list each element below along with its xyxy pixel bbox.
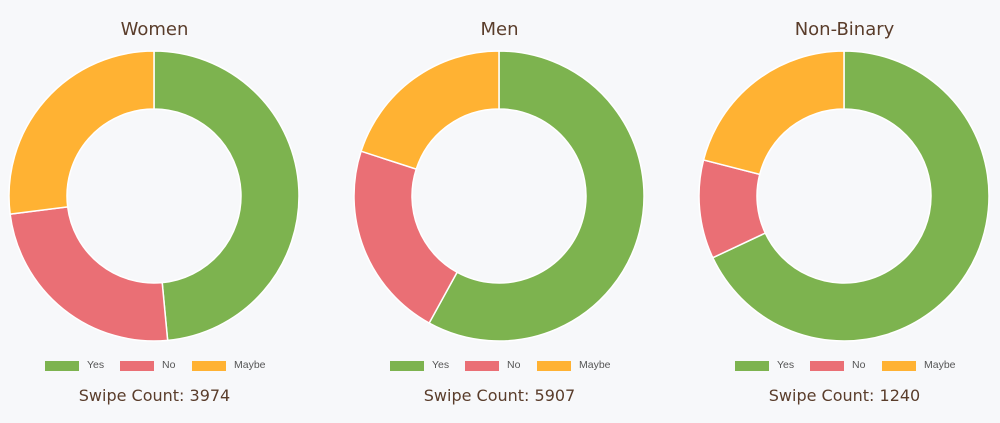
swipe-count: Swipe Count: 5907 <box>423 386 576 405</box>
legend-label: Yes <box>777 359 795 371</box>
legend-swatch-no <box>120 361 154 371</box>
legend-label: Maybe <box>579 359 611 371</box>
legend-swatch-yes <box>390 361 424 371</box>
donut-slice-no[interactable] <box>353 150 459 325</box>
donut-chart <box>8 50 300 342</box>
legend-swatch-maybe <box>192 361 226 371</box>
legend: Yes No Maybe <box>0 358 327 374</box>
legend-swatch-maybe <box>537 361 571 371</box>
donut-chart <box>698 50 990 342</box>
donut-slice-yes[interactable] <box>428 50 645 342</box>
chart-title: Non-Binary <box>794 19 895 40</box>
legend: Yes No Maybe <box>672 358 1000 374</box>
legend: Yes No Maybe <box>327 358 672 374</box>
legend-swatch-yes <box>45 361 79 371</box>
swipe-count: Swipe Count: 1240 <box>768 386 921 405</box>
donut-slice-maybe[interactable] <box>360 50 500 171</box>
donut-slice-yes[interactable] <box>711 50 990 342</box>
chart-title: Women <box>120 19 189 40</box>
legend-label: Yes <box>432 359 450 371</box>
chart-title: Men <box>480 19 519 40</box>
legend-label: Yes <box>87 359 105 371</box>
legend-swatch-maybe <box>882 361 916 371</box>
legend-label: Maybe <box>234 359 266 371</box>
donut-chart <box>353 50 645 342</box>
legend-label: No <box>507 359 521 371</box>
donut-slice-yes[interactable] <box>153 50 300 342</box>
swipe-count: Swipe Count: 3974 <box>78 386 231 405</box>
chart-panel-men: Men Yes No Maybe Swipe Count: 5907 <box>327 0 672 423</box>
legend-swatch-no <box>810 361 844 371</box>
donut-slice-maybe[interactable] <box>8 50 155 216</box>
legend-label: No <box>162 359 176 371</box>
legend-swatch-no <box>465 361 499 371</box>
chart-panel-women: Women Yes No Maybe Swipe Count: 3974 <box>0 0 327 423</box>
donut-slice-no[interactable] <box>9 206 169 342</box>
legend-swatch-yes <box>735 361 769 371</box>
legend-label: Maybe <box>924 359 956 371</box>
legend-label: No <box>852 359 866 371</box>
donut-slice-maybe[interactable] <box>702 50 845 176</box>
chart-panel-non-binary: Non-Binary Yes No Maybe Swipe Count: 124… <box>672 0 1000 423</box>
